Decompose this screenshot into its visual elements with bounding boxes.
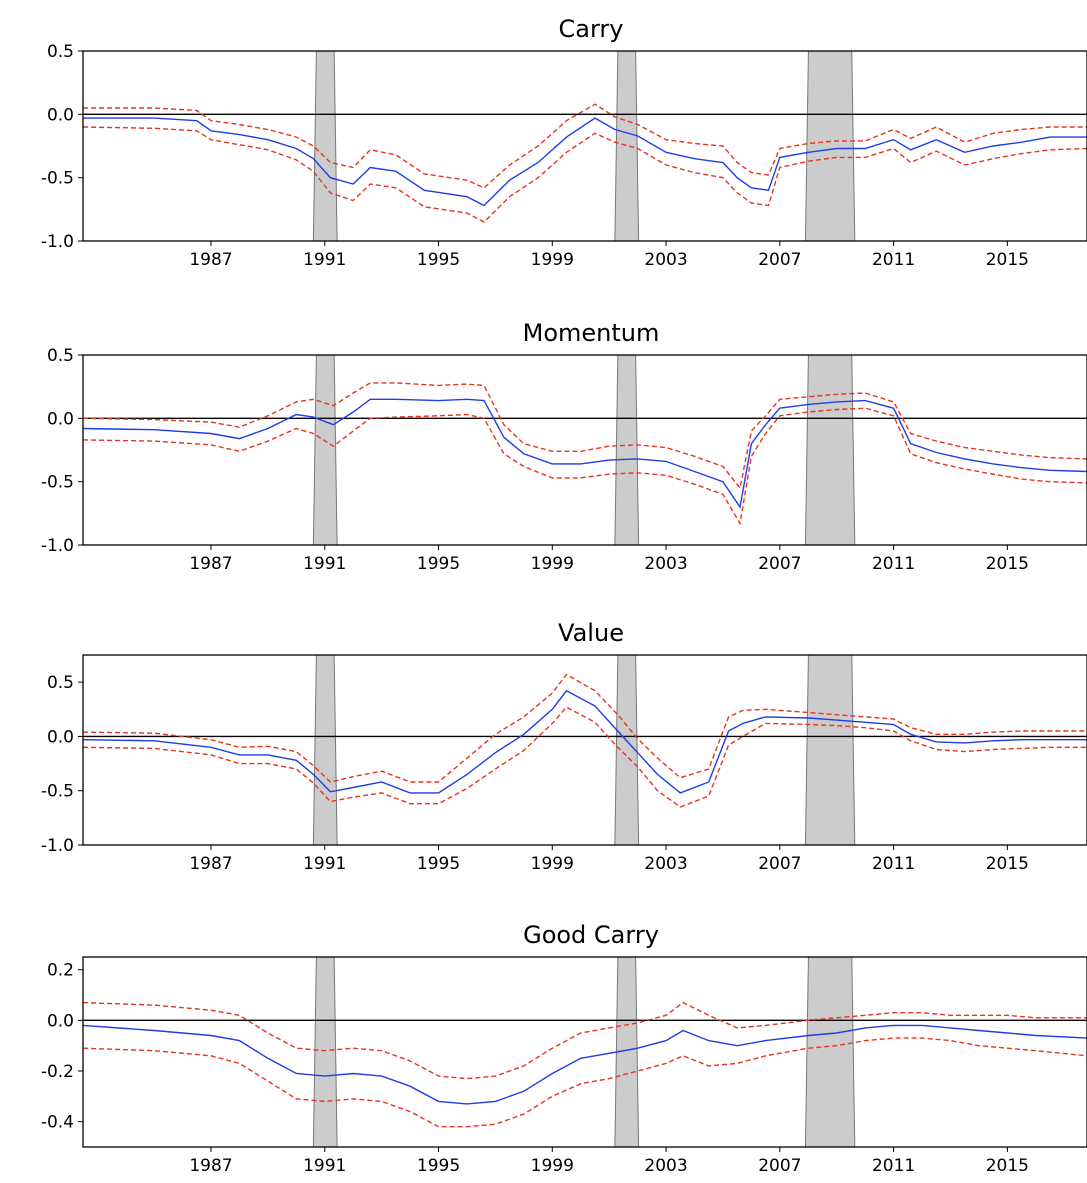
x-tick-label: 2011 [872, 1156, 915, 1176]
x-tick-label: 1995 [417, 1156, 460, 1176]
series-line-estimate [83, 117, 1087, 207]
y-tick-label: -0.5 [41, 473, 74, 493]
y-tick-label: -0.4 [41, 1113, 74, 1133]
chart-title: Good Carry [523, 921, 659, 949]
plot-area [83, 51, 1087, 241]
x-tick-label: 2011 [872, 250, 915, 270]
x-tick-label: 2015 [986, 250, 1029, 270]
y-tick-label: 0.2 [47, 961, 74, 981]
series-line-upper-band [83, 382, 1087, 490]
y-tick-label: -1.0 [41, 536, 74, 556]
y-tick-label: 0.0 [47, 1011, 74, 1031]
recession-band-1 [614, 655, 640, 845]
plot-area [83, 655, 1087, 845]
x-tick-label: 2015 [986, 1156, 1029, 1176]
y-tick-label: -1.0 [41, 232, 74, 252]
y-tick-label: 0.5 [47, 346, 74, 366]
chart-title: Carry [559, 15, 624, 43]
series-line-upper-band [83, 673, 1087, 783]
x-tick-label: 1987 [189, 1156, 232, 1176]
x-tick-label: 1999 [531, 554, 574, 574]
chart-panel-0: -1.0 -0.5 0.0 0.5 1987 1991 1995 1999 2003 2007 20… [41, 15, 1087, 270]
x-tick-label: 1995 [417, 250, 460, 270]
x-tick-label: 1999 [531, 854, 574, 874]
series-line-estimate [83, 689, 1087, 794]
x-tick-label: 1991 [303, 554, 346, 574]
x-tick-label: 1995 [417, 554, 460, 574]
axes-frame [82, 354, 1087, 546]
chart-panel-2: -1.0 -0.5 0.0 0.5 1987 1991 1995 1999 2003 2007 20… [41, 619, 1087, 874]
y-tick-label: -0.5 [41, 169, 74, 189]
x-tick-label: 2003 [644, 1156, 687, 1176]
recession-band-2 [804, 51, 856, 241]
x-tick-label: 2011 [872, 554, 915, 574]
recession-band-2 [804, 957, 856, 1147]
x-tick-label: 1999 [531, 1156, 574, 1176]
x-tick-label: 1987 [189, 250, 232, 270]
recession-band-1 [614, 957, 640, 1147]
y-tick-label: -0.5 [41, 782, 74, 802]
series-line-lower-band [83, 706, 1087, 808]
x-tick-label: 1991 [303, 250, 346, 270]
recession-band-0 [312, 51, 338, 241]
series-line-lower-band [83, 407, 1087, 526]
series-line-upper-band [83, 103, 1087, 189]
x-tick-label: 2007 [758, 250, 801, 270]
chart-title: Momentum [523, 319, 660, 347]
x-tick-label: 1991 [303, 854, 346, 874]
x-tick-label: 2003 [644, 554, 687, 574]
recession-band-0 [312, 355, 338, 545]
y-tick-label: 0.0 [47, 409, 74, 429]
recession-band-1 [614, 355, 640, 545]
chart-panel-1: -1.0 -0.5 0.0 0.5 1987 1991 1995 1999 2003 2007 20… [41, 319, 1087, 574]
axes-frame [82, 956, 1087, 1148]
x-tick-label: 2007 [758, 1156, 801, 1176]
series-line-upper-band [83, 1001, 1087, 1080]
chart-panel-3: -0.4 -0.2 0.0 0.2 1987 1991 1995 1999 2003 2007 20… [41, 921, 1087, 1176]
axes-frame [82, 50, 1087, 242]
chart-title: Value [558, 619, 624, 647]
x-tick-label: 2015 [986, 854, 1029, 874]
y-tick-label: 0.5 [47, 42, 74, 62]
x-tick-label: 2003 [644, 250, 687, 270]
recession-band-2 [804, 655, 856, 845]
recession-band-1 [614, 51, 640, 241]
y-tick-label: 0.0 [47, 727, 74, 747]
series-line-estimate [83, 1024, 1087, 1105]
x-tick-label: 1991 [303, 1156, 346, 1176]
plot-area [83, 957, 1087, 1147]
x-tick-label: 2011 [872, 854, 915, 874]
y-tick-label: -0.2 [41, 1062, 74, 1082]
x-tick-label: 1999 [531, 250, 574, 270]
series-line-lower-band [83, 126, 1087, 223]
y-tick-label: 0.5 [47, 673, 74, 693]
recession-band-0 [312, 655, 338, 845]
recession-band-0 [312, 957, 338, 1147]
x-tick-label: 2003 [644, 854, 687, 874]
series-line-estimate [83, 398, 1087, 509]
x-tick-label: 1987 [189, 854, 232, 874]
series-line-lower-band [83, 1037, 1087, 1128]
axes-frame [82, 654, 1087, 846]
y-tick-label: 0.0 [47, 105, 74, 125]
x-tick-label: 1987 [189, 554, 232, 574]
x-tick-label: 2007 [758, 854, 801, 874]
recession-band-2 [804, 355, 856, 545]
x-tick-label: 2007 [758, 554, 801, 574]
plot-area [83, 355, 1087, 545]
x-tick-label: 2015 [986, 554, 1029, 574]
y-tick-label: -1.0 [41, 836, 74, 856]
x-tick-label: 1995 [417, 854, 460, 874]
